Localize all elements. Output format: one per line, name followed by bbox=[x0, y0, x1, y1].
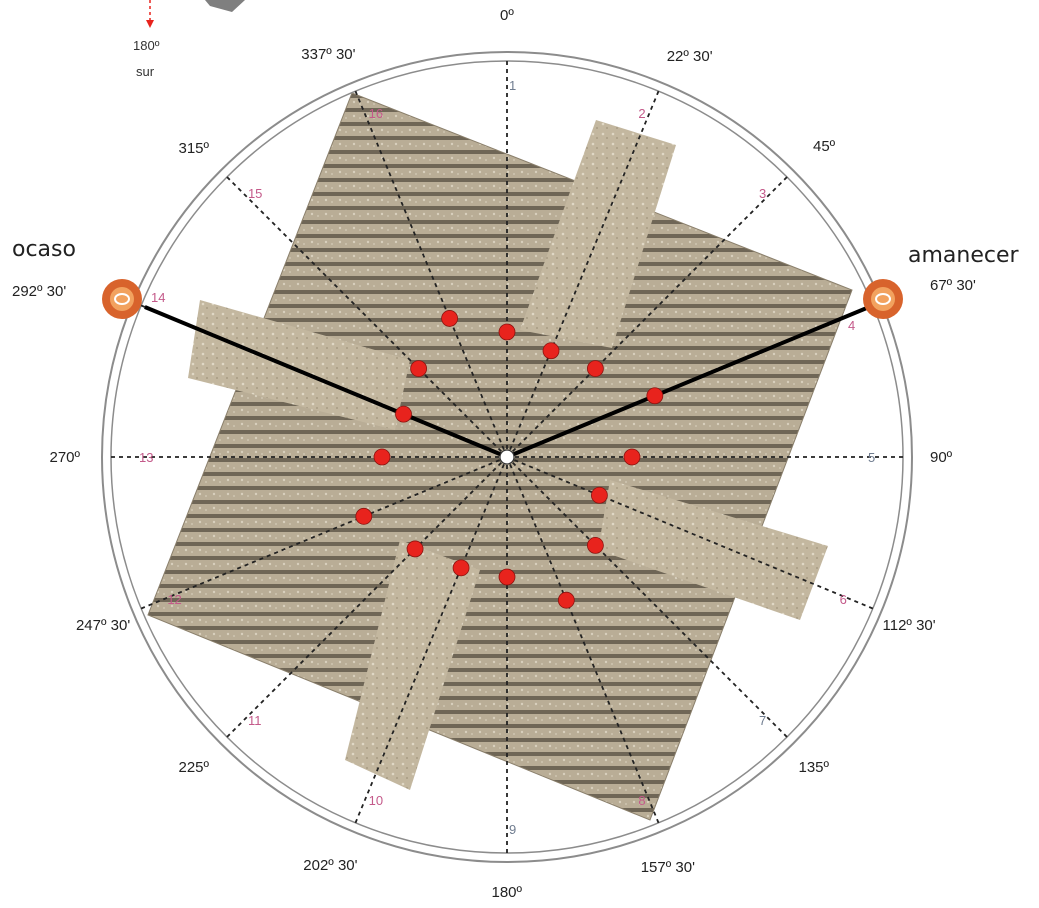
point-number-16: 16 bbox=[368, 105, 384, 121]
compass-circle-outer bbox=[101, 51, 913, 863]
ocaso-label: ocaso bbox=[12, 237, 76, 262]
amanecer-marker-icon bbox=[863, 279, 903, 319]
roof-east-arm bbox=[598, 480, 828, 620]
dashed-line-8 bbox=[506, 456, 661, 827]
roof-west-arm bbox=[188, 300, 410, 430]
point-number-6: 6 bbox=[839, 591, 847, 607]
degree-label-16: 337º 30' bbox=[301, 46, 356, 64]
red-point-9 bbox=[498, 568, 516, 586]
dashed-line-12 bbox=[137, 456, 508, 611]
red-point-12 bbox=[355, 507, 373, 525]
degree-label-3: 45º bbox=[812, 137, 836, 155]
degree-label-1: 0º bbox=[500, 6, 514, 24]
point-number-8: 8 bbox=[638, 793, 646, 809]
point-number-10: 10 bbox=[368, 793, 384, 809]
dashed-line-7 bbox=[506, 456, 791, 741]
point-number-2: 2 bbox=[638, 105, 646, 121]
degree-label-6: 112º 30' bbox=[882, 617, 936, 635]
point-number-12: 12 bbox=[167, 591, 182, 607]
red-point-13 bbox=[373, 448, 391, 466]
point-number-11: 11 bbox=[247, 712, 262, 728]
dashed-line-15 bbox=[223, 173, 508, 458]
south-word-label: sur bbox=[136, 64, 155, 79]
south-indicator-arrow bbox=[146, 0, 245, 28]
point-number-14: 14 bbox=[151, 290, 166, 305]
amanecer-line bbox=[506, 305, 870, 459]
point-number-9: 9 bbox=[509, 821, 517, 837]
degree-label-9: 180º bbox=[491, 884, 523, 901]
point-number-15: 15 bbox=[247, 186, 263, 202]
degree-label-14: 292º 30' bbox=[12, 283, 67, 300]
sunrise-sunset-lines bbox=[144, 305, 870, 459]
dashed-line-10 bbox=[353, 456, 508, 827]
dashed-line-16 bbox=[353, 87, 508, 458]
red-point-7 bbox=[586, 536, 604, 554]
point-number-13: 13 bbox=[139, 449, 154, 465]
red-point-2 bbox=[542, 342, 560, 360]
red-points-group bbox=[355, 310, 664, 609]
degree-label-8: 157º 30' bbox=[640, 858, 695, 876]
red-point-11 bbox=[406, 540, 424, 558]
degree-label-2: 22º 30' bbox=[666, 48, 713, 66]
point-number-3: 3 bbox=[759, 186, 767, 202]
south-degree-label: 180º bbox=[133, 38, 160, 53]
amanecer-label: amanecer bbox=[908, 243, 1019, 268]
ocaso-line bbox=[144, 305, 508, 459]
degree-label-13: 270º bbox=[49, 448, 81, 466]
red-point-6 bbox=[590, 486, 608, 504]
degree-label-7: 135º bbox=[798, 759, 829, 777]
roof-north-arm bbox=[520, 120, 676, 348]
point-number-4: 4 bbox=[848, 318, 856, 333]
red-point-14 bbox=[395, 405, 412, 423]
red-point-10 bbox=[452, 559, 470, 577]
degree-label-10: 202º 30' bbox=[303, 856, 358, 874]
point-number-5: 5 bbox=[868, 449, 876, 465]
roof-south-arm bbox=[345, 540, 480, 790]
red-point-4 bbox=[646, 387, 664, 405]
center-point bbox=[499, 449, 515, 465]
degree-label-4: 67º 30' bbox=[930, 277, 976, 294]
dashed-line-11 bbox=[223, 456, 508, 741]
red-point-16 bbox=[441, 310, 458, 327]
degree-label-5: 90º bbox=[930, 448, 953, 466]
degree-label-15: 315º bbox=[178, 139, 210, 157]
red-point-15 bbox=[410, 360, 428, 378]
point-number-7: 7 bbox=[759, 712, 767, 728]
ocaso-marker-icon bbox=[102, 279, 142, 319]
dashed-line-2 bbox=[506, 87, 661, 458]
degree-label-11: 225º bbox=[178, 759, 210, 777]
red-point-1 bbox=[498, 323, 516, 341]
point-number-1: 1 bbox=[509, 77, 517, 93]
red-point-3 bbox=[586, 360, 604, 378]
dashed-line-6 bbox=[506, 456, 877, 611]
red-point-5 bbox=[623, 448, 641, 466]
degree-label-12: 247º 30' bbox=[75, 617, 131, 635]
red-point-8 bbox=[557, 591, 575, 609]
dashed-line-3 bbox=[506, 173, 791, 458]
